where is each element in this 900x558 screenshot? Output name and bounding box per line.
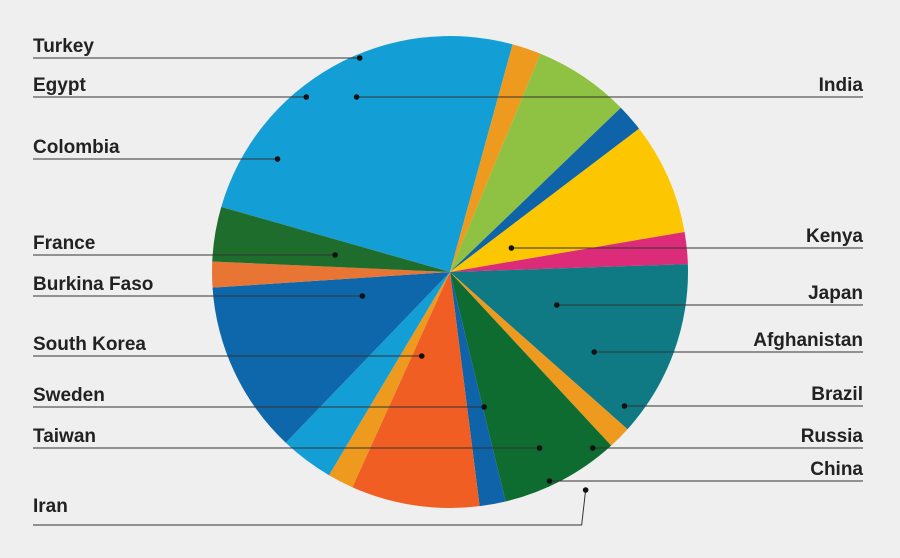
slice-label-kenya: Kenya [806,226,863,247]
leader-dot-burkina-faso [359,293,366,299]
leader-dot-sweden [481,404,487,410]
slice-label-egypt: Egypt [33,75,86,96]
slice-label-burkina-faso: Burkina Faso [33,274,153,295]
pie-slice-taiwan [450,272,612,502]
pie-slice-russia [450,231,688,272]
pie-slice-afghanistan [450,107,640,273]
leader-dot-india [353,94,360,100]
leader-dot-iran [582,487,589,493]
pie-slice-india [221,35,513,272]
leader-dot-brazil [621,403,628,409]
leader-dot-japan [553,302,560,308]
slice-label-sweden: Sweden [33,385,105,406]
slice-label-brazil: Brazil [811,384,863,405]
pie-slice-brazil [450,128,685,272]
slice-label-taiwan: Taiwan [33,426,96,447]
leader-dot-russia [589,445,596,451]
slice-label-iran: Iran [33,496,68,517]
leader-dot-taiwan [536,445,543,451]
pie-slice-japan [450,53,621,272]
leader-dot-turkey [356,55,363,61]
slice-label-france: France [33,233,95,254]
pie-slice-iran [450,272,628,446]
pie-labels: India Kenya Japan Afghanistan Brazil Russia Ch… [33,36,864,526]
pie-slice-egypt [212,261,450,288]
slice-label-china: China [810,459,863,480]
slice-label-india: India [819,75,864,96]
leader-dot-china [546,478,553,484]
slice-label-japan: Japan [808,283,863,304]
slice-label-south-korea: South Korea [33,334,146,355]
pie-slice-kenya [450,44,541,272]
leader-dot-south-korea [418,353,425,359]
slice-label-turkey: Turkey [33,36,94,57]
pie-slice-colombia [212,272,450,443]
pie-slices [212,35,688,508]
slice-label-russia: Russia [801,426,864,447]
pie-slice-south-korea [352,272,480,508]
leader-dot-colombia [274,156,281,162]
pie-slice-burkina-faso [328,272,450,488]
leader-dot-france [332,252,338,258]
pie-slice-turkey [212,206,450,272]
leader-dot-kenya [508,245,515,251]
leader-dot-egypt [303,94,310,100]
slice-label-afghanistan: Afghanistan [753,330,863,351]
leader-dot-afghanistan [591,349,598,355]
pie-slice-france [285,272,450,476]
slice-label-colombia: Colombia [33,137,120,158]
leader-line-iran [33,489,587,526]
